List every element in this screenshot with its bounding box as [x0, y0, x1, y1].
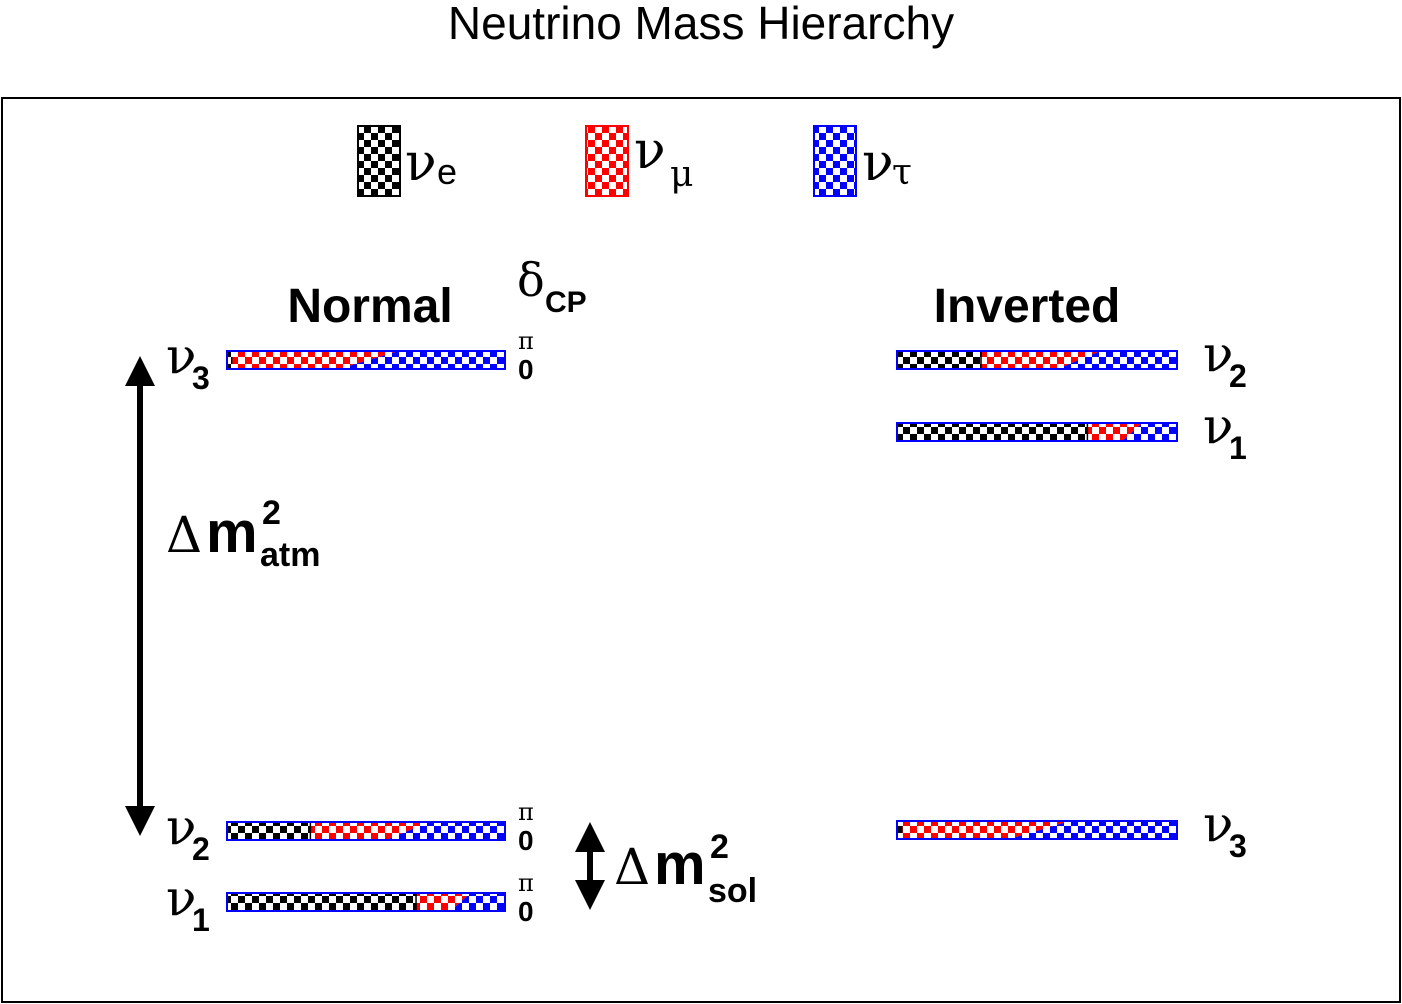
normal-bar-nu3-tau-segment	[338, 351, 505, 369]
normal-cp-label-bottom-1: 0	[518, 825, 534, 856]
legend-swatch-nu-tau	[813, 125, 857, 197]
normal-cp-label-top-0: π	[518, 327, 534, 355]
legend-symbol-nu-e: ν	[405, 133, 437, 193]
inverted-level-label-nu3: ν	[1203, 795, 1233, 853]
normal-bar-nu2	[226, 821, 506, 841]
sol-m-symbol: m	[654, 832, 706, 897]
normal-bar-nu1	[226, 892, 506, 912]
inverted-bar-nu2-tau-segment	[1057, 351, 1177, 369]
inverted-bar-nu1-outline	[896, 422, 1178, 442]
normal-bar-nu2-tau-segment	[386, 822, 505, 840]
normal-bar-nu2-outline	[226, 821, 506, 841]
legend-symbol-nu-mu: ν	[634, 121, 666, 181]
delta-cp-symbol: δ	[517, 253, 545, 307]
legend-swatch-nu-e	[357, 125, 401, 197]
delta-cp-label: δ CP	[517, 253, 587, 319]
plot-frame	[1, 97, 1401, 1003]
legend: ν e ν μ ν τ	[357, 121, 912, 197]
legend-subscript-nu-e: e	[437, 151, 457, 192]
sol-delta-symbol: Δ	[614, 838, 650, 896]
inverted-hierarchy-label: Inverted	[934, 280, 1121, 333]
inverted-level-subscript-nu1: 1	[1229, 430, 1247, 466]
normal-bar-nu3-outline	[226, 350, 506, 370]
inverted-bar-nu1-e-segment	[897, 423, 1088, 441]
normal-level-label-nu1: ν	[166, 869, 196, 927]
inverted-bar-nu1-tau-segment	[1122, 423, 1177, 441]
sol-splitting-label: Δ m 2 sol	[614, 828, 757, 910]
atm-m-symbol: m	[206, 500, 258, 565]
atm-splitting-label: Δ m 2 atm	[166, 494, 320, 574]
normal-bar-nu2-mu-segment	[310, 822, 430, 840]
legend-item-nu-tau: ν τ	[813, 125, 912, 197]
normal-level-subscript-nu1: 1	[192, 902, 210, 938]
normal-cp-label-bottom-2: 0	[518, 896, 534, 927]
normal-bar-nu1-outline	[226, 892, 506, 912]
inverted-bar-nu1	[896, 422, 1178, 442]
normal-bar-nu3	[226, 350, 506, 370]
normal-hierarchy-label: Normal	[287, 280, 452, 333]
normal-level-label-nu2: ν	[166, 798, 196, 856]
legend-subscript-nu-tau: τ	[892, 152, 912, 193]
legend-swatch-nu-mu	[585, 125, 629, 197]
normal-bar-nu1-mu-segment	[416, 893, 471, 911]
atm-subscript: atm	[260, 536, 320, 574]
inverted-bar-nu2	[896, 350, 1178, 370]
inverted-level-label-nu1: ν	[1203, 397, 1233, 455]
normal-cp-label-bottom-0: 0	[518, 354, 534, 385]
sol-subscript: sol	[708, 872, 757, 910]
inverted-bar-nu3-e-segment	[897, 821, 903, 839]
normal-bar-nu3-e-segment	[227, 351, 233, 369]
atm-delta-symbol: Δ	[166, 506, 202, 564]
inverted-bar-nu3-outline	[896, 820, 1178, 840]
normal-bar-nu1-tau-segment	[450, 893, 505, 911]
inverted-bar-nu2-mu-segment	[981, 351, 1101, 369]
legend-item-nu-e: ν e	[357, 125, 457, 197]
inverted-bar-nu3	[896, 820, 1178, 840]
sol-superscript: 2	[710, 828, 729, 866]
inverted-level-subscript-nu3: 3	[1229, 828, 1247, 864]
inverted-level-label-nu2: ν	[1203, 325, 1233, 383]
legend-item-nu-mu: ν μ	[585, 121, 693, 197]
normal-bar-nu3-mu-segment	[232, 351, 399, 369]
normal-cp-label-top-2: π	[518, 869, 534, 897]
atm-superscript: 2	[262, 494, 281, 532]
page-title: Neutrino Mass Hierarchy	[447, 0, 955, 49]
inverted-bar-nu2-outline	[896, 350, 1178, 370]
normal-level-label-nu3: ν	[166, 327, 196, 385]
legend-symbol-nu-tau: ν	[862, 133, 894, 193]
inverted-bar-nu3-mu-segment	[902, 821, 1070, 839]
legend-subscript-nu-mu: μ	[670, 154, 693, 195]
normal-level-subscript-nu3: 3	[192, 360, 210, 396]
normal-bar-nu1-e-segment	[227, 893, 417, 911]
delta-cp-subscript: CP	[545, 286, 587, 319]
inverted-bar-nu1-mu-segment	[1087, 423, 1143, 441]
normal-cp-label-top-1: π	[518, 798, 534, 826]
normal-bar-nu2-e-segment	[227, 822, 311, 840]
inverted-bar-nu2-e-segment	[897, 351, 981, 369]
inverted-level-subscript-nu2: 2	[1229, 358, 1247, 394]
inverted-bar-nu3-tau-segment	[1009, 821, 1177, 839]
normal-level-subscript-nu2: 2	[192, 831, 210, 867]
